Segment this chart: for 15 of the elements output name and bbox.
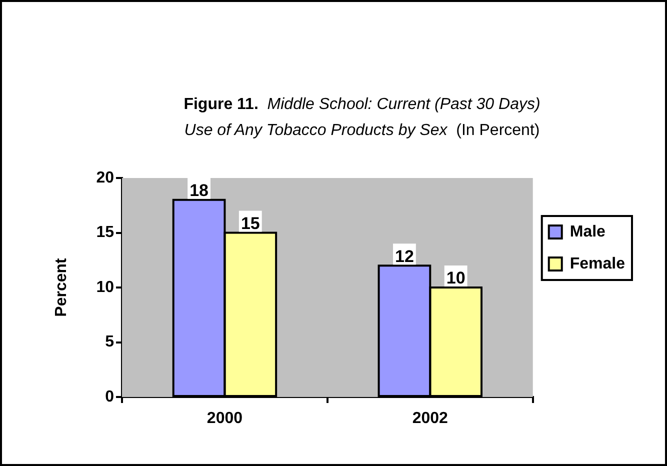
y-tick-label: 15 xyxy=(96,224,114,242)
y-tick-label: 0 xyxy=(105,388,114,406)
x-tick-label: 2002 xyxy=(412,410,448,428)
y-tick-label: 20 xyxy=(96,169,114,186)
data-label: 15 xyxy=(240,214,260,233)
data-label: 10 xyxy=(446,268,466,288)
chart-title: Figure 11. Middle School: Current (Past 30 Days) Use of Any Tobacco Products by Sex (In Percent) xyxy=(182,95,542,141)
legend-label: Female xyxy=(570,255,626,272)
data-label: 18 xyxy=(190,181,208,200)
x-tick-label: 2000 xyxy=(206,410,243,428)
y-tick-label: 5 xyxy=(105,334,114,351)
y-axis-title: Percent xyxy=(53,257,70,317)
y-tick-label: 10 xyxy=(96,278,114,296)
data-label: 12 xyxy=(395,246,414,266)
legend-label: Male xyxy=(570,223,606,240)
